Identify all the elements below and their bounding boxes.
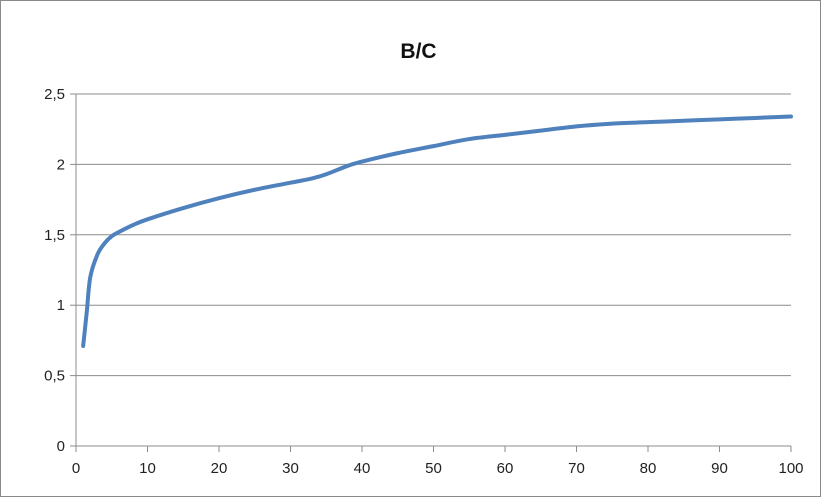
x-tick-label-9: 90 <box>711 460 728 477</box>
x-axis-ticks: 0 10 20 30 40 50 60 70 80 90 100 <box>72 446 804 477</box>
x-tick-label-10: 100 <box>778 460 803 477</box>
y-tick-label-0: 0 <box>57 438 65 455</box>
x-tick-label-2: 20 <box>211 460 228 477</box>
y-tick-label-4: 2 <box>57 156 65 173</box>
x-tick-label-7: 70 <box>568 460 585 477</box>
series-line-0 <box>81 114 793 349</box>
x-tick-label-1: 10 <box>139 460 156 477</box>
series-group <box>81 114 793 349</box>
chart-title: B/C <box>400 40 436 63</box>
x-tick-label-0: 0 <box>72 460 80 477</box>
x-tick-label-6: 60 <box>497 460 514 477</box>
x-tick-label-5: 50 <box>425 460 442 477</box>
gridlines <box>76 93 791 377</box>
x-tick-label-8: 80 <box>640 460 657 477</box>
x-tick-label-4: 40 <box>354 460 371 477</box>
y-tick-label-5: 2,5 <box>44 86 65 103</box>
y-tick-label-2: 1 <box>57 297 65 314</box>
x-tick-label-3: 30 <box>282 460 299 477</box>
y-tick-label-1: 0,5 <box>44 368 65 385</box>
y-axis-ticks: 0 0,5 1 1,5 2 2,5 <box>44 86 76 455</box>
y-tick-label-3: 1,5 <box>44 227 65 244</box>
